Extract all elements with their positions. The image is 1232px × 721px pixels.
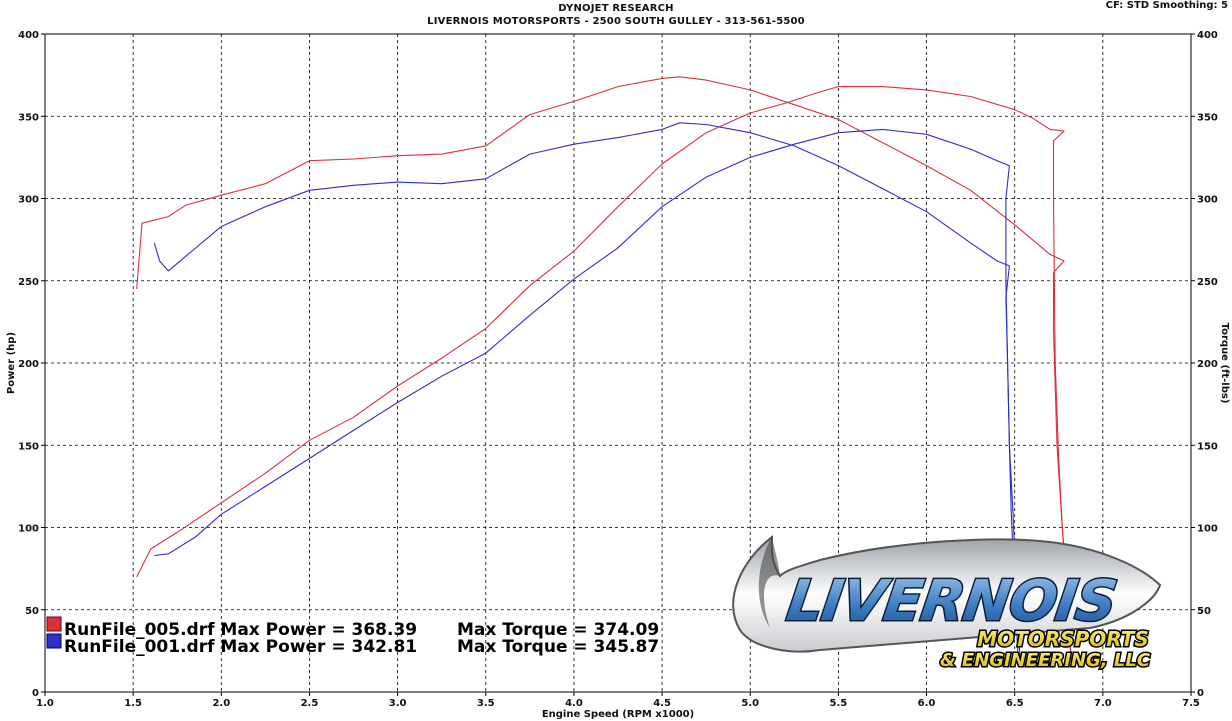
x-tick-label: 1.0 xyxy=(36,698,54,709)
y-tick-label: 250 xyxy=(18,277,39,288)
legend-label-run005: RunFile_005.drf Max Power = 368.39 xyxy=(64,620,417,640)
chart-header-title: DYNOJET RESEARCH xyxy=(558,3,674,14)
y-tick-label: 150 xyxy=(18,441,39,452)
y-tick-label: 350 xyxy=(18,112,39,123)
y2-tick-label: 150 xyxy=(1197,441,1218,452)
y2-tick-label: 250 xyxy=(1197,277,1218,288)
y2-tick-label: 0 xyxy=(1197,688,1204,699)
x-tick-label: 6.5 xyxy=(1006,698,1024,709)
x-tick-label: 3.0 xyxy=(389,698,407,709)
legend-torque-run001: Max Torque = 345.87 xyxy=(457,637,659,657)
legend-swatch-run001 xyxy=(46,633,62,649)
legend-torque-run005: Max Torque = 374.09 xyxy=(457,620,659,640)
y-axis-title: Power (hp) xyxy=(6,332,17,394)
x-tick-label: 2.0 xyxy=(212,698,230,709)
x-tick-label: 4.5 xyxy=(653,698,671,709)
y2-tick-label: 50 xyxy=(1197,606,1211,617)
correction-factor-info: CF: STD Smoothing: 5 xyxy=(1105,0,1228,11)
x-tick-label: 1.5 xyxy=(124,698,142,709)
y-tick-label: 200 xyxy=(18,359,39,370)
y2-tick-label: 350 xyxy=(1197,112,1218,123)
y-tick-label: 400 xyxy=(18,30,39,41)
y-tick-label: 100 xyxy=(18,524,39,535)
chart-header-subtitle: LIVERNOIS MOTORSPORTS - 2500 SOUTH GULLE… xyxy=(427,16,805,27)
curves-layer xyxy=(136,76,1072,660)
x-axis-ticks: 1.0 1.5 2.0 2.5 3.0 3.5 4.0 4.5 5.0 5.5 6.0 6.5 7.0 7… xyxy=(36,692,1200,709)
y2-axis-title: Torque (ft-lbs) xyxy=(1219,323,1230,404)
y-axis-ticks: 0 50 100 150 200 250 300 350 400 xyxy=(18,30,45,699)
x-tick-label: 6.0 xyxy=(918,698,936,709)
x-tick-label: 5.5 xyxy=(830,698,848,709)
legend: RunFile_005.drf Max Power = 368.39 Max T… xyxy=(46,616,659,657)
y-tick-label: 300 xyxy=(18,195,39,206)
x-tick-label: 5.0 xyxy=(741,698,759,709)
legend-swatch-run005 xyxy=(46,616,62,632)
series-runfile_005-torque-line xyxy=(136,76,1072,660)
x-tick-label: 7.0 xyxy=(1094,698,1112,709)
y2-axis-ticks: 0 50 100 150 200 250 300 350 400 xyxy=(1191,30,1218,699)
logo-tagline-motorsports: MOTORSPORTS xyxy=(977,627,1149,651)
x-tick-label: 3.5 xyxy=(477,698,495,709)
y-tick-label: 50 xyxy=(25,606,39,617)
x-tick-label: 4.0 xyxy=(565,698,583,709)
y2-tick-label: 400 xyxy=(1197,30,1218,41)
logo: LIVERNOIS MOTORSPORTS & ENGINEERING, LLC xyxy=(732,534,1162,673)
y-tick-label: 0 xyxy=(32,688,39,699)
x-tick-label: 2.5 xyxy=(301,698,319,709)
logo-brand-text: LIVERNOIS xyxy=(783,569,1120,634)
x-tick-label: 7.5 xyxy=(1182,698,1200,709)
y2-tick-label: 200 xyxy=(1197,359,1218,370)
series-runfile_001-torque-line xyxy=(153,122,1021,660)
legend-label-run001: RunFile_001.drf Max Power = 342.81 xyxy=(64,637,417,657)
x-axis-title: Engine Speed (RPM x1000) xyxy=(542,709,694,720)
logo-swoosh-shadow xyxy=(758,537,780,628)
logo-tagline-engineering: & ENGINEERING, LLC xyxy=(940,650,1151,671)
series-runfile_005-power-line xyxy=(136,86,1072,660)
y2-tick-label: 300 xyxy=(1197,195,1218,206)
y2-tick-label: 100 xyxy=(1197,524,1218,535)
logo-swoosh xyxy=(732,534,1162,653)
